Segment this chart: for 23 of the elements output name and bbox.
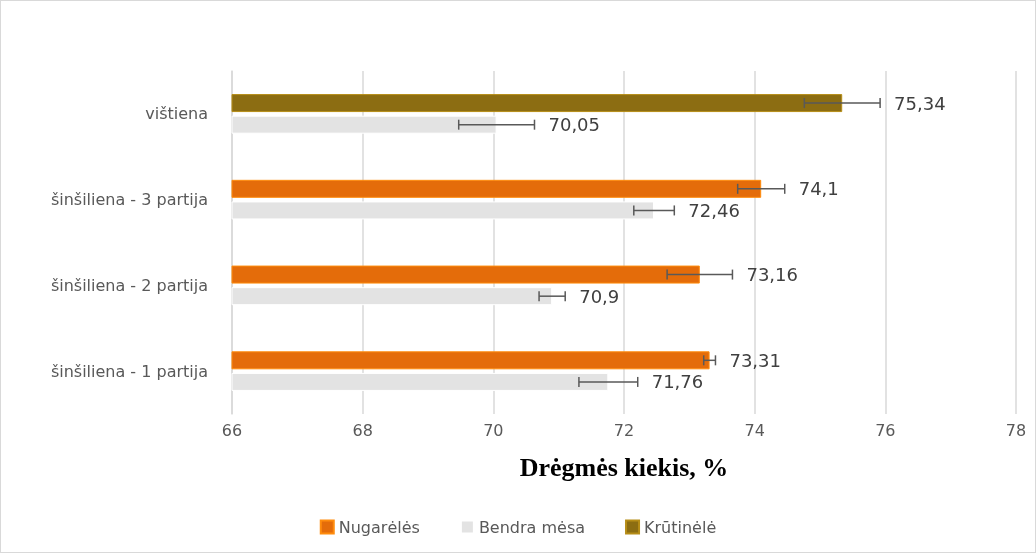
data-label: 75,34	[894, 92, 946, 114]
y-tick-label: šinšiliena - 2 partija	[50, 275, 208, 295]
x-tick-label: 66	[221, 420, 243, 440]
x-tick-label: 68	[352, 420, 373, 440]
data-label: 72,46	[688, 199, 740, 221]
y-tick-label: šinšiliena - 3 partija	[50, 190, 208, 210]
legend-label: Krūtinėlė	[644, 517, 717, 537]
x-tick-label: 72	[613, 420, 635, 440]
data-label: 74,1	[798, 178, 839, 200]
legend-label: Bendra mėsa	[478, 517, 586, 537]
y-tick-label: vištiena	[145, 104, 208, 124]
x-tick-label: 76	[875, 420, 896, 440]
data-label: 71,76	[651, 371, 704, 393]
x-tick-label: 78	[1005, 420, 1027, 440]
x-tick-label: 70	[483, 420, 504, 440]
legend-label: Nugarėlės	[338, 517, 420, 537]
x-tick-label: 74	[744, 420, 765, 440]
data-label: 73,16	[746, 264, 798, 286]
data-label: 73,31	[729, 349, 781, 371]
x-axis-title: Drėgmės kiekis, %	[519, 452, 729, 482]
data-label: 70,05	[548, 114, 601, 136]
y-tick-label: šinšiliena - 1 partija	[50, 361, 208, 381]
data-label: 70,9	[579, 285, 620, 307]
